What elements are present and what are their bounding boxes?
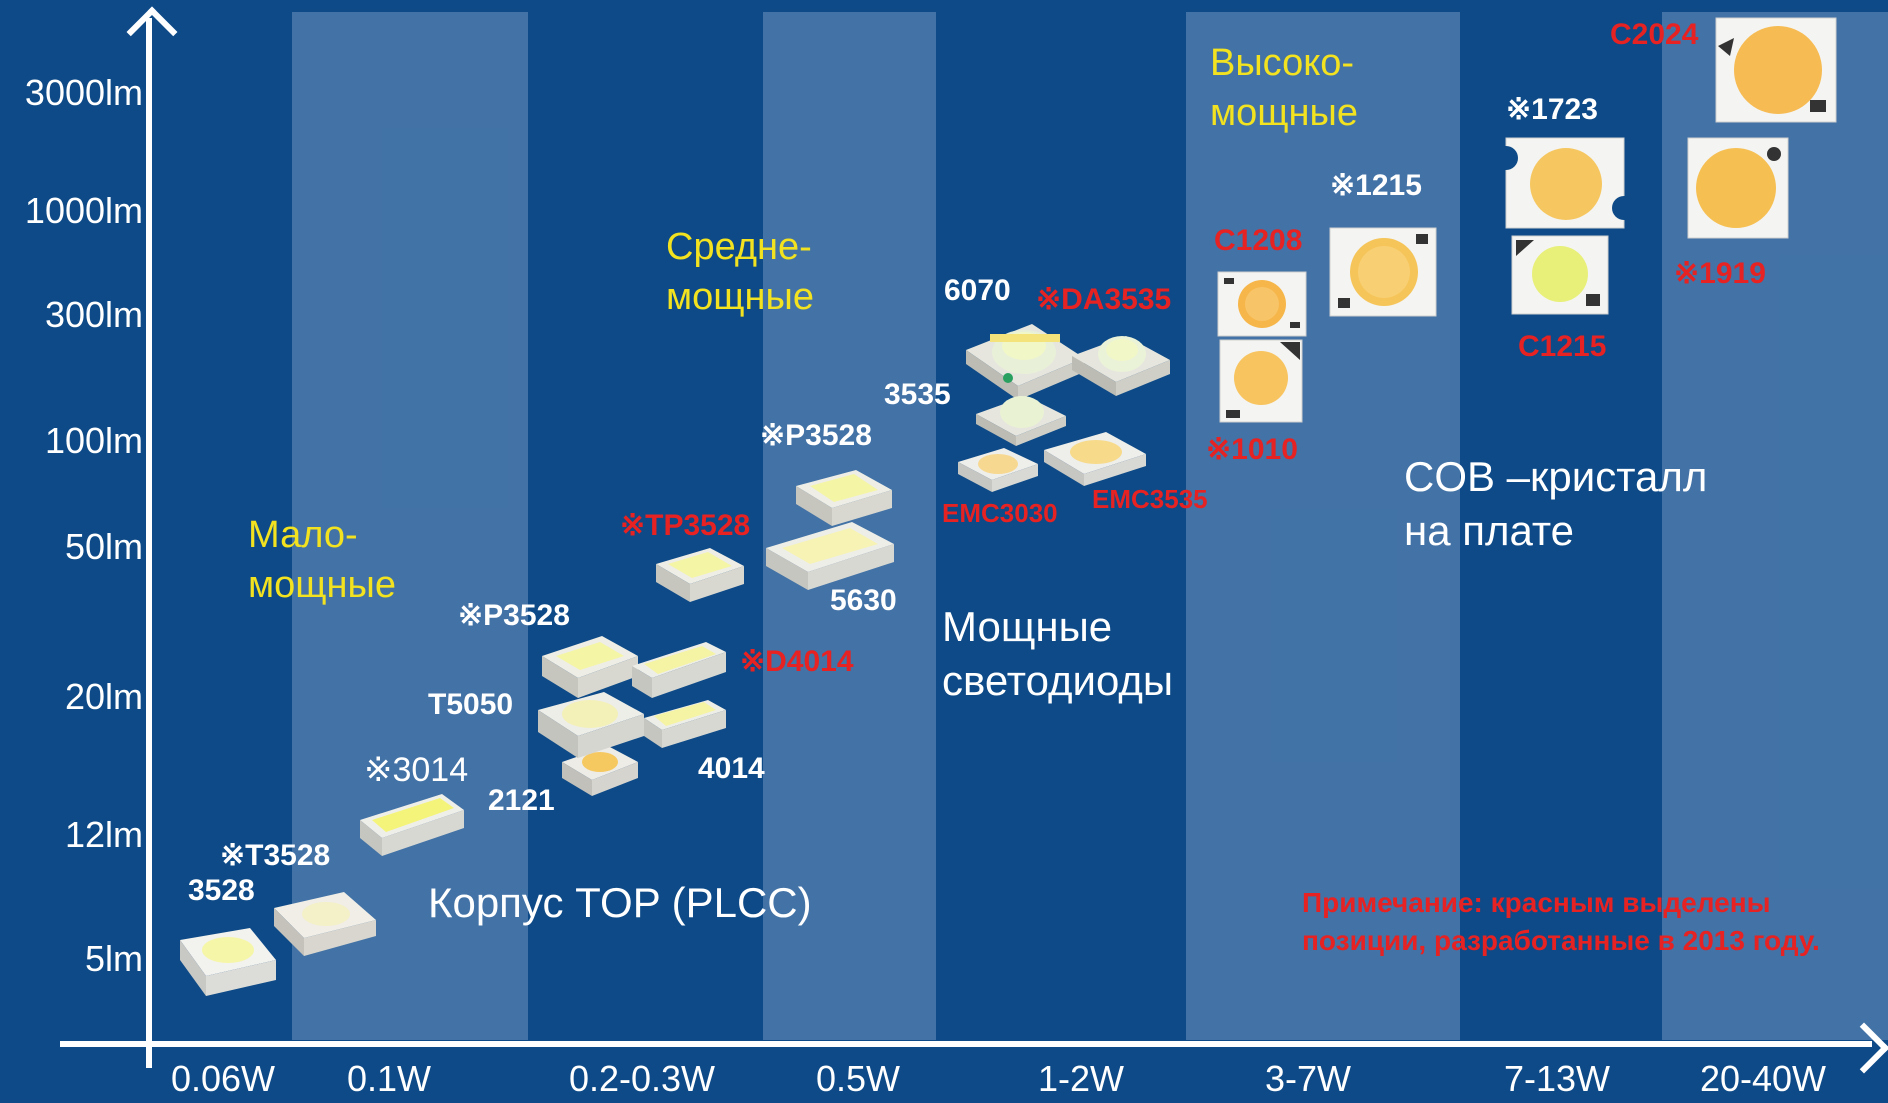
led-emc3030-image — [958, 448, 1038, 492]
group-title-mid-power: Средне- мощные — [666, 226, 814, 318]
led-3014-image — [360, 794, 464, 856]
label-1723: ※1723 — [1506, 93, 1598, 126]
label-1010: ※1010 — [1206, 433, 1298, 466]
led-da3535-image — [1072, 336, 1170, 396]
group-title-power-leds: Мощные светодиоды — [942, 603, 1174, 704]
led-2121-image — [562, 746, 638, 796]
led-emc3535-image — [1044, 432, 1146, 486]
group-title-low-power: Мало- мощные — [248, 514, 396, 606]
label-c1215: C1215 — [1518, 330, 1607, 363]
y-tick-label: 1000lm — [24, 190, 143, 231]
label-3528: 3528 — [188, 874, 255, 907]
y-tick-label: 20lm — [64, 676, 143, 717]
label-5630: 5630 — [830, 584, 897, 617]
cob-1215-image — [1329, 227, 1437, 317]
band-0-1w — [292, 12, 528, 1040]
led-d4014-image — [632, 642, 726, 698]
label-2121: 2121 — [488, 784, 555, 817]
label-3014: ※3014 — [364, 751, 469, 789]
led-tp3528-image — [656, 548, 744, 602]
x-tick-label: 0.06W — [170, 1058, 276, 1099]
led-6070-image — [966, 324, 1084, 400]
label-c1208: C1208 — [1214, 224, 1303, 257]
led-4014-image — [644, 700, 726, 748]
cob-c2024-image — [1715, 17, 1837, 123]
y-tick-label: 5lm — [84, 938, 143, 979]
label-c2024: C2024 — [1610, 18, 1699, 51]
x-tick-label: 1-2W — [1037, 1058, 1124, 1099]
cob-1010-image — [1219, 339, 1303, 423]
label-da3535: ※DA3535 — [1036, 283, 1172, 316]
label-1215: ※1215 — [1330, 169, 1422, 202]
label-4014: 4014 — [698, 752, 765, 785]
led-3535-image — [976, 396, 1066, 446]
x-tick-label: 7-13W — [1503, 1058, 1611, 1099]
y-axis-line — [146, 18, 152, 1068]
y-tick-label: 3000lm — [24, 72, 143, 113]
led-5630-image — [766, 522, 894, 590]
x-axis-line — [60, 1041, 1872, 1047]
group-title-cob: COB –кристалл на плате — [1404, 453, 1708, 554]
y-tick-label: 300lm — [44, 294, 143, 335]
band-3-7w — [1186, 12, 1460, 1040]
y-tick-label: 100lm — [44, 420, 143, 461]
label-emc3535: EMC3535 — [1092, 484, 1208, 514]
label-6070: 6070 — [944, 274, 1011, 307]
y-axis-arrow-icon — [126, 6, 178, 58]
label-d4014: ※D4014 — [740, 645, 854, 678]
label-1919: ※1919 — [1674, 257, 1766, 290]
cob-1919-image — [1687, 137, 1789, 239]
footnote: Примечание: красным выделены позиции, ра… — [1302, 887, 1820, 956]
y-tick-label: 12lm — [64, 814, 143, 855]
led-t3528-image — [274, 892, 376, 956]
label-tp3528: ※TP3528 — [620, 509, 751, 542]
x-tick-label: 0.1W — [346, 1058, 432, 1099]
led-t5050-image — [538, 692, 644, 758]
label-t5050: T5050 — [428, 688, 514, 721]
cob-c1208-image — [1217, 271, 1307, 337]
group-title-high-power: Высоко- мощные — [1210, 42, 1358, 134]
x-tick-label: 0.5W — [815, 1058, 901, 1099]
label-p3528: ※P3528 — [760, 419, 872, 452]
label-t3528: ※T3528 — [220, 839, 331, 872]
group-title-plcc: Корпус TOP (PLCC) — [428, 879, 812, 926]
x-tick-label: 3-7W — [1264, 1058, 1351, 1099]
label-p3528: ※P3528 — [458, 599, 570, 632]
x-tick-label: 20-40W — [1699, 1058, 1827, 1099]
led-p3528-image — [542, 636, 638, 698]
led-p3528-image — [796, 470, 892, 526]
x-tick-label: 0.2-0.3W — [568, 1058, 716, 1099]
cob-c1215-image — [1511, 235, 1609, 315]
label-3535: 3535 — [884, 378, 951, 411]
cob-1723-image — [1504, 137, 1626, 229]
led-3528-image — [180, 928, 276, 996]
label-emc3030: EMC3030 — [942, 498, 1058, 528]
y-tick-label: 50lm — [64, 526, 143, 567]
